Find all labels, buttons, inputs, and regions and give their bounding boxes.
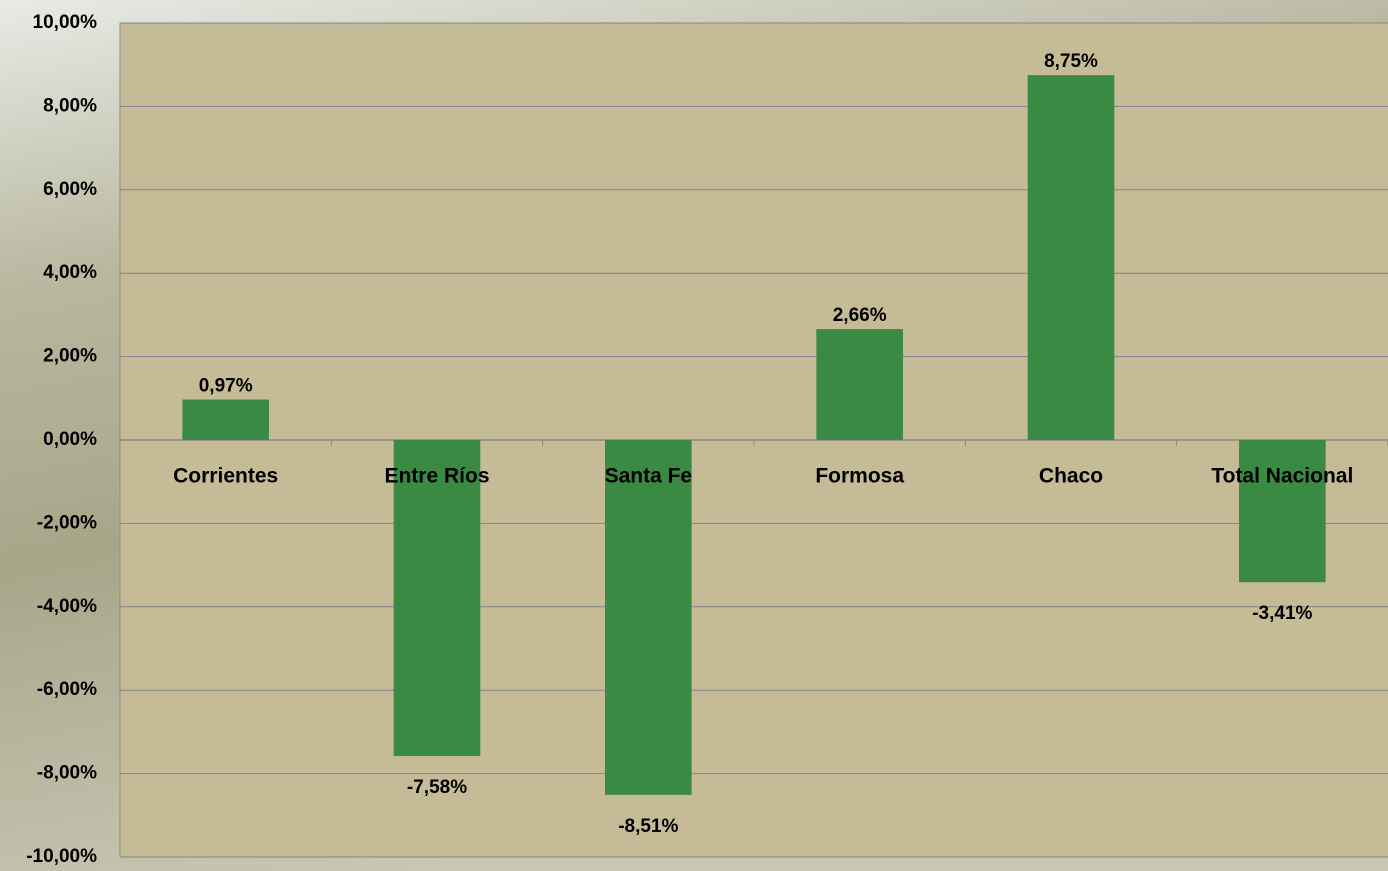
y-tick-label: -4,00% xyxy=(37,596,97,617)
bar xyxy=(816,329,903,440)
y-tick-label: 6,00% xyxy=(43,179,97,200)
x-tick-label: Chaco xyxy=(1039,465,1103,488)
x-tick-label: Corrientes xyxy=(173,465,278,488)
y-tick-label: -2,00% xyxy=(37,512,97,533)
y-tick-label: 8,00% xyxy=(43,95,97,116)
value-label: -3,41% xyxy=(1252,603,1312,624)
x-tick-label: Formosa xyxy=(815,465,904,488)
bar xyxy=(605,440,692,795)
value-label: 0,97% xyxy=(199,376,253,397)
value-label: -7,58% xyxy=(407,777,467,798)
value-label: 8,75% xyxy=(1044,51,1098,72)
y-tick-label: -10,00% xyxy=(26,846,97,867)
value-label: 2,66% xyxy=(833,305,887,326)
value-label: -8,51% xyxy=(618,816,678,837)
y-tick-label: 10,00% xyxy=(33,12,98,33)
x-tick-label: Entre Ríos xyxy=(384,465,489,488)
x-tick-label: Santa Fe xyxy=(605,465,693,488)
y-tick-label: 4,00% xyxy=(43,262,97,283)
bar xyxy=(1239,440,1326,582)
x-tick-label: Total Nacional xyxy=(1211,465,1353,488)
bar xyxy=(1028,75,1115,440)
chart: -10,00% -8,00% -6,00% -4,00% -2,00% 0,00% 2,00… xyxy=(0,0,1388,871)
bar xyxy=(182,400,269,440)
y-tick-label: -8,00% xyxy=(37,763,97,784)
y-tick-label: -6,00% xyxy=(37,679,97,700)
y-tick-label: 2,00% xyxy=(43,346,97,367)
y-tick-label: 0,00% xyxy=(43,429,97,450)
